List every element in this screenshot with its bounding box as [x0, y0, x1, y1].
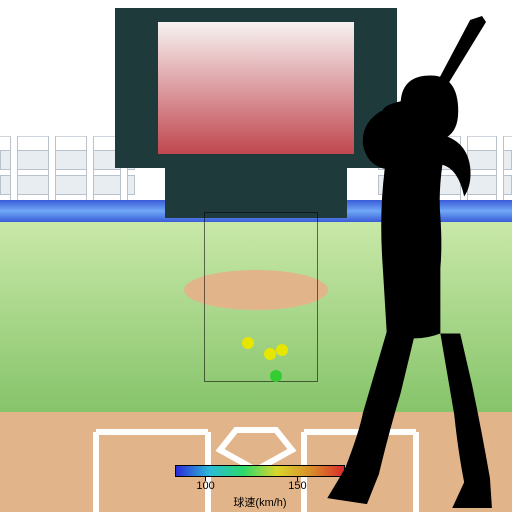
pitch-marker	[242, 337, 254, 349]
velocity-tick: 100	[191, 480, 221, 492]
pitch-marker	[264, 348, 276, 360]
velocity-tick: 150	[282, 480, 312, 492]
velocity-tick-mark	[205, 477, 206, 481]
batter-silhouette	[320, 16, 512, 512]
pitch-marker	[270, 370, 282, 382]
velocity-tick-mark	[297, 477, 298, 481]
pitch-marker	[276, 344, 288, 356]
